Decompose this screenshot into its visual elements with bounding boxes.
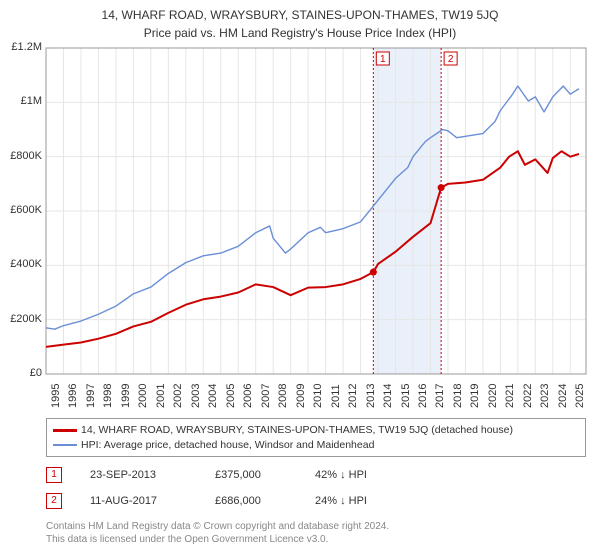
legend-swatch-property bbox=[53, 429, 77, 432]
xtick-label: 2002 bbox=[172, 384, 184, 408]
xtick-label: 2024 bbox=[557, 384, 569, 408]
xtick-label: 2004 bbox=[207, 384, 219, 408]
chart-container: 14, WHARF ROAD, WRAYSBURY, STAINES-UPON-… bbox=[0, 0, 600, 560]
xtick-label: 2000 bbox=[137, 384, 149, 408]
transaction-date: 11-AUG-2017 bbox=[90, 495, 215, 507]
xtick-label: 1997 bbox=[85, 384, 97, 408]
ytick-label: £200K bbox=[2, 313, 42, 325]
svg-text:1: 1 bbox=[380, 54, 386, 65]
transaction-table: 1 23-SEP-2013£375,00042% ↓ HPI 2 11-AUG-201… bbox=[46, 462, 435, 514]
transaction-index-box: 1 bbox=[46, 467, 62, 483]
xtick-label: 2023 bbox=[539, 384, 551, 408]
legend-row-property: 14, WHARF ROAD, WRAYSBURY, STAINES-UPON-… bbox=[53, 423, 579, 438]
xtick-label: 2018 bbox=[452, 384, 464, 408]
xtick-label: 2019 bbox=[469, 384, 481, 408]
ytick-label: £1.2M bbox=[2, 41, 42, 53]
xtick-label: 2010 bbox=[312, 384, 324, 408]
legend-label-property: 14, WHARF ROAD, WRAYSBURY, STAINES-UPON-… bbox=[81, 423, 513, 438]
legend-row-hpi: HPI: Average price, detached house, Wind… bbox=[53, 438, 579, 453]
xtick-label: 2017 bbox=[434, 384, 446, 408]
xtick-label: 2020 bbox=[487, 384, 499, 408]
transaction-price: £375,000 bbox=[215, 469, 315, 481]
footer-line1: Contains HM Land Registry data © Crown c… bbox=[46, 520, 389, 533]
legend-box: 14, WHARF ROAD, WRAYSBURY, STAINES-UPON-… bbox=[46, 418, 586, 457]
xtick-label: 2005 bbox=[225, 384, 237, 408]
xtick-label: 2006 bbox=[242, 384, 254, 408]
xtick-label: 1998 bbox=[102, 384, 114, 408]
xtick-label: 1995 bbox=[50, 384, 62, 408]
xtick-label: 1996 bbox=[67, 384, 79, 408]
xtick-label: 2008 bbox=[277, 384, 289, 408]
xtick-label: 2013 bbox=[365, 384, 377, 408]
ytick-label: £0 bbox=[2, 367, 42, 379]
chart-svg: 12 bbox=[0, 0, 600, 414]
xtick-label: 2011 bbox=[330, 384, 342, 408]
xtick-label: 2012 bbox=[347, 384, 359, 408]
xtick-label: 2022 bbox=[522, 384, 534, 408]
xtick-label: 2015 bbox=[400, 384, 412, 408]
xtick-label: 2014 bbox=[382, 384, 394, 408]
transaction-row: 1 23-SEP-2013£375,00042% ↓ HPI bbox=[46, 462, 435, 488]
xtick-label: 2021 bbox=[504, 384, 516, 408]
xtick-label: 2001 bbox=[155, 384, 167, 408]
transaction-row: 2 11-AUG-2017£686,00024% ↓ HPI bbox=[46, 488, 435, 514]
xtick-label: 2025 bbox=[574, 384, 586, 408]
footer-text: Contains HM Land Registry data © Crown c… bbox=[46, 520, 389, 546]
legend-label-hpi: HPI: Average price, detached house, Wind… bbox=[81, 438, 374, 453]
transaction-hpi-delta: 24% ↓ HPI bbox=[315, 495, 435, 507]
xtick-label: 1999 bbox=[120, 384, 132, 408]
xtick-label: 2009 bbox=[295, 384, 307, 408]
xtick-label: 2007 bbox=[260, 384, 272, 408]
xtick-label: 2016 bbox=[417, 384, 429, 408]
transaction-price: £686,000 bbox=[215, 495, 315, 507]
transaction-hpi-delta: 42% ↓ HPI bbox=[315, 469, 435, 481]
ytick-label: £1M bbox=[2, 95, 42, 107]
xtick-label: 2003 bbox=[190, 384, 202, 408]
svg-text:2: 2 bbox=[448, 54, 454, 65]
footer-line2: This data is licensed under the Open Gov… bbox=[46, 533, 389, 546]
transaction-index-box: 2 bbox=[46, 493, 62, 509]
legend-swatch-hpi bbox=[53, 444, 77, 446]
transaction-date: 23-SEP-2013 bbox=[90, 469, 215, 481]
ytick-label: £600K bbox=[2, 204, 42, 216]
ytick-label: £400K bbox=[2, 258, 42, 270]
ytick-label: £800K bbox=[2, 150, 42, 162]
